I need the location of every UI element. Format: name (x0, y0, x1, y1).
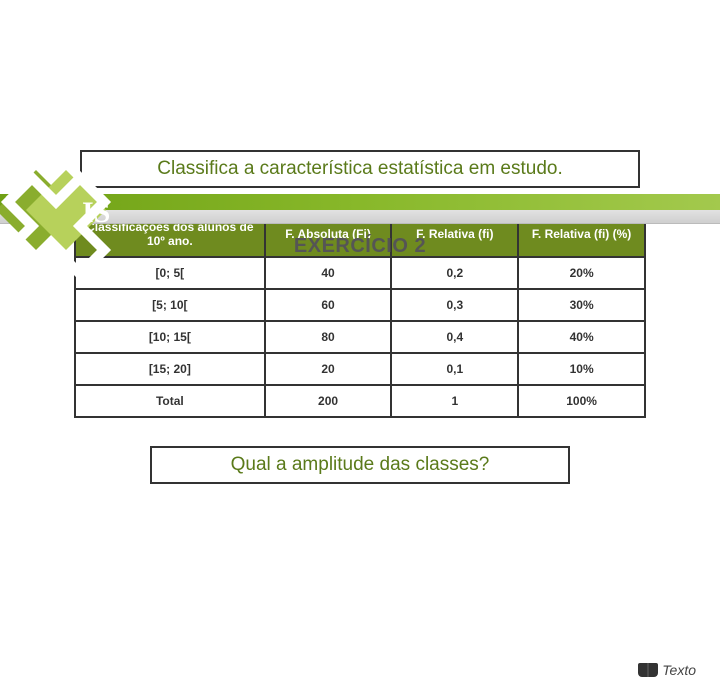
table-cell: [10; 15[ (75, 321, 265, 353)
table-cell: 0,4 (391, 321, 518, 353)
table-row: [15; 20] 20 0,1 10% (75, 353, 645, 385)
logo-x-icon: IS ✶ (0, 140, 166, 280)
table-cell: 200 (265, 385, 392, 417)
table-cell: 0,3 (391, 289, 518, 321)
table-cell: 1 (391, 385, 518, 417)
table-cell: [5; 10[ (75, 289, 265, 321)
question-2-box: Qual a amplitude das classes? (150, 446, 570, 484)
table-cell: 40 (265, 257, 392, 289)
table-row: [5; 10[ 60 0,3 30% (75, 289, 645, 321)
table-cell: 60 (265, 289, 392, 321)
brand-text: Texto (662, 662, 696, 678)
svg-text:✶: ✶ (4, 184, 19, 204)
table-cell: 20% (518, 257, 645, 289)
table-cell: 30% (518, 289, 645, 321)
table-cell: 40% (518, 321, 645, 353)
table-row-total: Total 200 1 100% (75, 385, 645, 417)
book-icon (638, 663, 658, 677)
table-cell: 10% (518, 353, 645, 385)
table-cell: 20 (265, 353, 392, 385)
table-row: [10; 15[ 80 0,4 40% (75, 321, 645, 353)
svg-text:IS: IS (82, 196, 110, 229)
table-cell: 0,1 (391, 353, 518, 385)
table-cell: 80 (265, 321, 392, 353)
table-cell: 0,2 (391, 257, 518, 289)
table-cell: [15; 20] (75, 353, 265, 385)
table-cell: Total (75, 385, 265, 417)
brand-logo: Texto (638, 662, 696, 678)
table-cell: 100% (518, 385, 645, 417)
page-title: EXERCÍCIO 2 (0, 235, 720, 258)
